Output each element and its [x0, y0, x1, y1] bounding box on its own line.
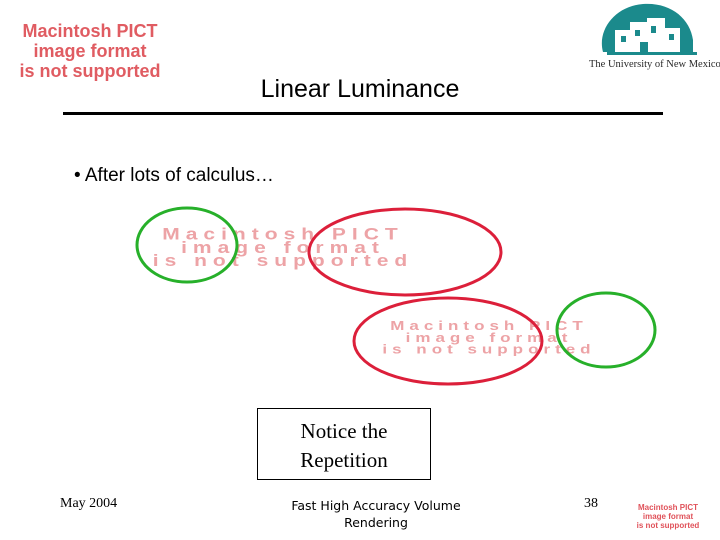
slide-title: Linear Luminance: [260, 75, 460, 103]
pict-line-1: Macintosh PICT: [22, 21, 158, 41]
pict-line-3: is not supported: [636, 521, 700, 530]
notice-box: Notice the Repetition: [257, 408, 431, 480]
pict-line-2: image format: [642, 512, 694, 521]
university-logo-icon: [601, 3, 697, 55]
footer-date: May 2004: [60, 496, 118, 511]
bullet-text: • After lots of calculus…: [74, 165, 274, 186]
pict-line-3: is not supported: [152, 252, 414, 271]
pict-line-1: Macintosh PICT: [637, 503, 698, 512]
footer-title-line-1: Fast High Accuracy Volume: [291, 498, 461, 513]
page-number: 38: [584, 496, 598, 511]
footer-title-line-2: Rendering: [344, 515, 408, 530]
university-logo-caption: The University of New Mexico: [589, 59, 720, 70]
pict-line-2: image format: [33, 41, 147, 61]
notice-line-1: Notice the: [300, 419, 388, 443]
title-divider: [63, 112, 663, 115]
pict-placeholder-equation-1: Macintosh PICT image format is not suppo…: [58, 226, 508, 271]
pict-line-3: is not supported: [19, 61, 161, 81]
pict-line-3: is not supported: [382, 341, 596, 357]
pict-placeholder-top-left: Macintosh PICT image format is not suppo…: [0, 21, 180, 81]
pict-placeholder-equation-2: Macintosh PICT image format is not suppo…: [313, 319, 665, 357]
pict-placeholder-bottom-right: Macintosh PICT image format is not suppo…: [622, 503, 714, 530]
notice-line-2: Repetition: [300, 448, 388, 472]
footer-title: Fast High Accuracy Volume Rendering: [276, 497, 476, 531]
